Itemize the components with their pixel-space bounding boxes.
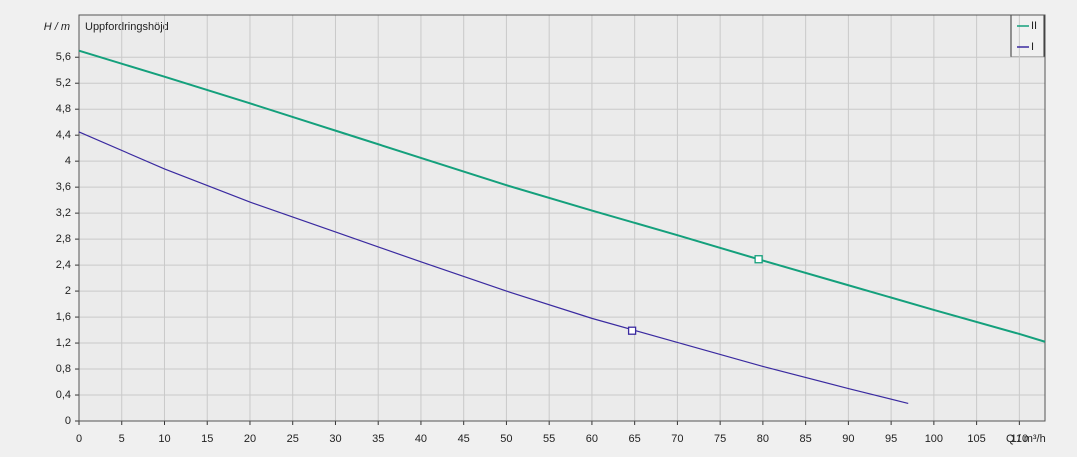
operating-point bbox=[754, 255, 763, 264]
y-tick-label: 1,6 bbox=[56, 311, 71, 323]
x-tick-label: 15 bbox=[201, 433, 213, 445]
y-tick-label: 5,6 bbox=[56, 51, 71, 63]
x-tick-label: 45 bbox=[458, 433, 470, 445]
y-tick-label: 3,2 bbox=[56, 207, 71, 219]
x-axis-label: Q / m³/h bbox=[1006, 433, 1046, 445]
x-tick-label: 70 bbox=[671, 433, 683, 445]
y-tick-label: 0,8 bbox=[56, 363, 71, 375]
chart-title: Uppfordringshöjd bbox=[85, 21, 169, 33]
x-tick-label: 50 bbox=[500, 433, 512, 445]
y-tick-label: 0 bbox=[65, 415, 71, 427]
x-tick-label: 30 bbox=[329, 433, 341, 445]
operating-point bbox=[627, 326, 637, 335]
x-tick-label: 25 bbox=[287, 433, 299, 445]
x-tick-label: 80 bbox=[757, 433, 769, 445]
x-tick-label: 90 bbox=[842, 433, 854, 445]
y-axis-label: H / m bbox=[44, 21, 70, 33]
x-tick-label: 100 bbox=[925, 433, 943, 445]
y-tick-label: 3,6 bbox=[56, 181, 71, 193]
y-tick-label: 0,4 bbox=[56, 389, 71, 401]
plot-area bbox=[78, 14, 1046, 422]
legend bbox=[1010, 14, 1045, 58]
x-tick-label: 75 bbox=[714, 433, 726, 445]
y-tick-label: 2,4 bbox=[56, 259, 71, 271]
x-tick-label: 95 bbox=[885, 433, 897, 445]
y-tick-label: 5,2 bbox=[56, 77, 71, 89]
x-tick-label: 10 bbox=[158, 433, 170, 445]
y-tick-label: 4,4 bbox=[56, 129, 71, 141]
y-tick-label: 4 bbox=[65, 155, 71, 167]
legend-label: I bbox=[1031, 41, 1034, 53]
x-tick-label: 105 bbox=[967, 433, 985, 445]
y-tick-label: 4,8 bbox=[56, 103, 71, 115]
plot-border bbox=[78, 14, 1046, 422]
x-tick-label: 55 bbox=[543, 433, 555, 445]
x-tick-label: 40 bbox=[415, 433, 427, 445]
y-tick-label: 2 bbox=[65, 285, 71, 297]
x-tick-label: 5 bbox=[119, 433, 125, 445]
x-tick-label: 60 bbox=[586, 433, 598, 445]
y-tick-label: 2,8 bbox=[56, 233, 71, 245]
y-tick-label: 1,2 bbox=[56, 337, 71, 349]
x-tick-label: 0 bbox=[76, 433, 82, 445]
legend-label: II bbox=[1031, 20, 1037, 32]
series-line bbox=[78, 131, 909, 405]
x-tick-label: 65 bbox=[629, 433, 641, 445]
x-tick-label: 110 bbox=[1011, 433, 1029, 445]
x-tick-label: 85 bbox=[800, 433, 812, 445]
x-tick-label: 35 bbox=[372, 433, 384, 445]
series-line bbox=[78, 49, 1046, 343]
x-tick-label: 20 bbox=[244, 433, 256, 445]
